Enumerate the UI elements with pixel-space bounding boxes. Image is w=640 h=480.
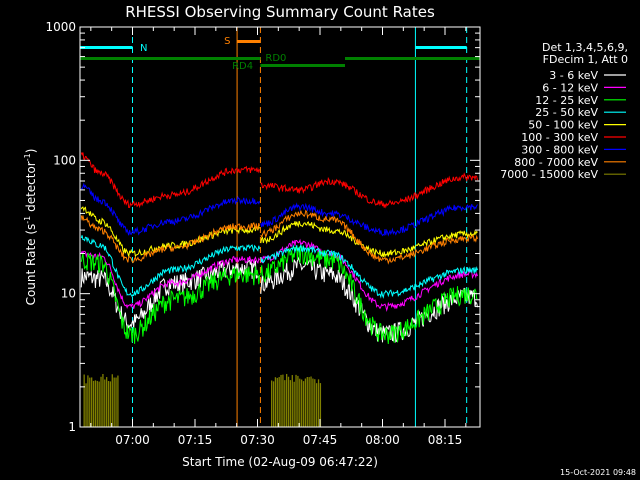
x-tick-label: 07:45 xyxy=(303,433,338,447)
x-tick-label: 07:15 xyxy=(178,433,213,447)
legend-entry-label: 3 - 6 keV xyxy=(549,69,598,82)
series-line xyxy=(80,182,261,236)
y-label-sup-1: -1 xyxy=(23,216,32,224)
y-label-sup-2: -1 xyxy=(23,153,32,161)
legend-entry-label: 12 - 25 keV xyxy=(535,94,598,107)
y-tick-label: 1 xyxy=(68,420,76,434)
flag-label: S xyxy=(224,36,230,47)
legend-header: FDecim 1, Att 0 xyxy=(543,53,628,66)
legend-entry-label: 100 - 300 keV xyxy=(521,131,598,144)
x-tick-label: 08:00 xyxy=(365,433,400,447)
y-tick-label: 1000 xyxy=(45,20,76,34)
series-line xyxy=(80,215,261,264)
y-axis-label: Count Rate (s-1 detector-1) xyxy=(23,149,38,306)
timestamp: 15-Oct-2021 09:48 xyxy=(560,468,636,477)
legend-entry-label: 6 - 12 keV xyxy=(542,81,598,94)
series-line xyxy=(260,238,478,312)
series-line xyxy=(80,252,261,344)
legend: Det 1,3,4,5,6,9,FDecim 1, Att 0 3 - 6 keV… xyxy=(500,41,628,181)
y-label-part-b: detector xyxy=(24,161,38,216)
series-line xyxy=(80,250,261,309)
legend-entry-label: 7000 - 15000 keV xyxy=(500,168,598,181)
x-axis-label: Start Time (02-Aug-09 06:47:22) xyxy=(182,455,378,469)
y-label-part-a: Count Rate (s xyxy=(24,224,38,306)
saa-flag-bar xyxy=(237,40,261,43)
series-line xyxy=(260,243,478,299)
night-flag-bar xyxy=(80,46,133,49)
flag-label: RD4 xyxy=(232,61,253,72)
series-line xyxy=(80,259,260,330)
plot-frame xyxy=(79,26,481,428)
legend-entry-label: 50 - 100 keV xyxy=(528,119,598,132)
series-line xyxy=(260,202,478,237)
y-ticks: 1 10 100 1000 xyxy=(45,20,480,434)
flag-label: N xyxy=(140,43,147,54)
legend-entry-label: 25 - 50 keV xyxy=(535,106,598,119)
series-line xyxy=(260,245,478,345)
y-label-part-c: ) xyxy=(24,149,38,154)
legend-header: Det 1,3,4,5,6,9, xyxy=(542,41,628,54)
legend-entry-label: 300 - 800 keV xyxy=(521,143,598,156)
rd4-flag-bar xyxy=(260,64,345,67)
chart-title: RHESSI Observing Summary Count Rates xyxy=(125,3,435,21)
flag-label: RD0 xyxy=(265,53,286,64)
x-ticks: 07:00 07:15 07:30 07:45 08:00 08:15 xyxy=(90,27,467,447)
legend-entry-label: 800 - 7000 keV xyxy=(514,156,598,169)
rd0-flag-bar xyxy=(345,57,480,60)
series-line xyxy=(260,172,478,209)
rd0-flag-bar xyxy=(80,57,261,60)
y-tick-label: 10 xyxy=(61,287,76,301)
series-layer xyxy=(80,152,478,427)
series-line xyxy=(260,209,478,265)
x-tick-label: 07:30 xyxy=(240,433,275,447)
series-line xyxy=(80,235,261,298)
x-tick-label: 08:15 xyxy=(428,433,463,447)
series-line xyxy=(80,152,261,209)
y-tick-label: 100 xyxy=(53,153,76,167)
night-flag-bar xyxy=(415,46,467,49)
x-tick-label: 07:00 xyxy=(115,433,150,447)
